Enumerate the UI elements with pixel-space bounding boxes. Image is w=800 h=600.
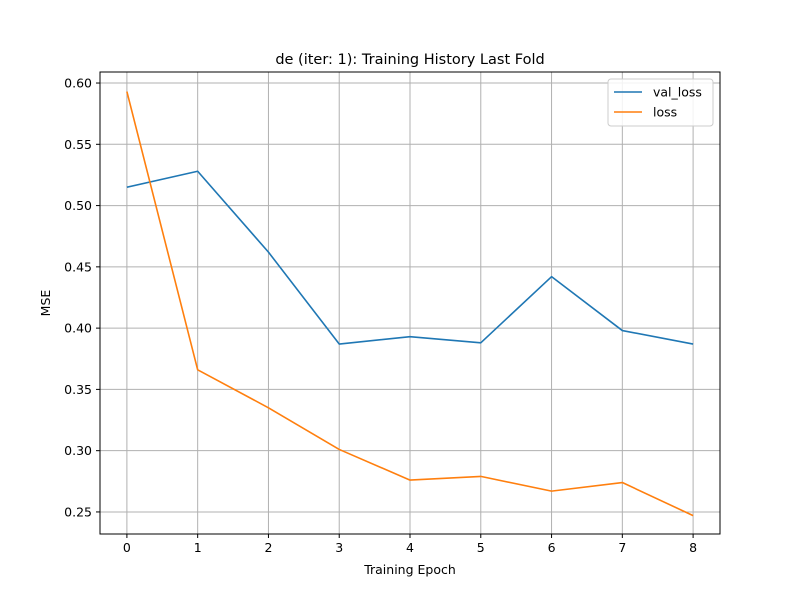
x-tick-label: 1 [194,540,202,555]
x-tick-label: 7 [618,540,626,555]
y-tick-label: 0.55 [64,137,92,152]
x-tick-label: 4 [406,540,414,555]
x-tick-label: 3 [335,540,343,555]
y-tick-label: 0.45 [64,259,92,274]
y-axis-ticks: 0.25 0.30 0.35 0.40 0.45 0.50 0.55 0.60 [64,76,100,519]
series-line-loss [126,91,694,517]
x-tick-label: 6 [548,540,556,555]
chart-title: de (iter: 1): Training History Last Fold [275,52,544,68]
grid [100,72,720,534]
x-tick-label: 2 [264,540,272,555]
y-tick-label: 0.30 [64,443,92,458]
x-axis-label: Training Epoch [363,562,456,577]
y-tick-label: 0.60 [64,76,92,91]
legend-box [607,78,714,127]
y-tick-label: 0.25 [64,504,92,519]
legend-label-loss: loss [653,105,677,120]
x-axis-ticks: 0 1 2 3 4 5 6 7 8 [123,534,697,555]
series-layer [126,91,694,517]
y-tick-label: 0.50 [64,198,92,213]
x-tick-label: 8 [689,540,697,555]
x-tick-label: 5 [477,540,485,555]
x-tick-label: 0 [123,540,131,555]
y-tick-label: 0.35 [64,382,92,397]
legend-label-val-loss: val_loss [653,85,702,100]
series-line-val-loss [126,170,694,345]
y-tick-label: 0.40 [64,321,92,336]
y-axis-label: MSE [38,290,53,317]
